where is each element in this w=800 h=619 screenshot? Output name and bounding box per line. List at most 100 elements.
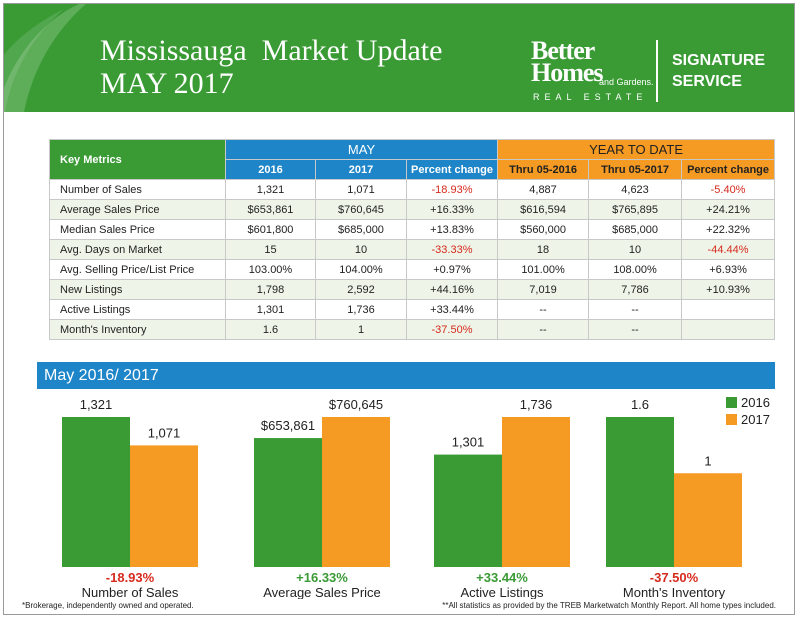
table-row: Avg. Selling Price/List Price 103.00% 10… (49, 259, 776, 280)
table-cell: +22.32% (681, 219, 776, 240)
signature-line-1: SIGNATURE (672, 52, 766, 69)
corner-label: Key Metrics (49, 139, 226, 180)
metric-label: Month's Inventory (49, 319, 226, 340)
brand-real-estate: REAL ESTATE (533, 92, 648, 102)
table-row: Active Listings 1,301 1,736 +33.44% -- -… (49, 299, 776, 320)
group-ytd: YEAR TO DATE (497, 139, 776, 160)
table-cell: 1,301 (225, 299, 316, 320)
bar-value-label: 1.6 (631, 397, 649, 412)
bar-2017 (322, 417, 390, 567)
infographic: Mississauga Market Update MAY 2017 Better… (3, 3, 795, 615)
column-header: Thru 05-2017 (588, 159, 683, 180)
bar-value-label: 1 (704, 453, 711, 468)
chart-banner: May 2016/ 2017 (37, 362, 775, 389)
table-row: Number of Sales 1,321 1,071 -18.93% 4,88… (49, 179, 776, 200)
table-cell: +13.83% (405, 219, 499, 240)
table-cell: 7,019 (497, 279, 590, 300)
table-cell: $685,000 (588, 219, 683, 240)
table-cell: +10.93% (681, 279, 776, 300)
brand-subline: and Gardens. (599, 77, 654, 87)
table-cell: +24.21% (681, 199, 776, 220)
table-row: New Listings 1,798 2,592 +44.16% 7,019 7… (49, 279, 776, 300)
bar-2016 (62, 417, 130, 567)
table-cell: 108.00% (588, 259, 683, 280)
table-cell: 104.00% (315, 259, 407, 280)
bar-value-label: 1,321 (80, 397, 113, 412)
bar-2016 (606, 417, 674, 567)
legend-label: 2016 (741, 395, 770, 410)
table-cell: $760,645 (315, 199, 407, 220)
category-label: Active Listings (460, 585, 544, 599)
footnote-right: **All statistics as provided by the TREB… (442, 601, 776, 610)
legend-label: 2017 (741, 412, 770, 427)
metric-label: Median Sales Price (49, 219, 226, 240)
table-cell: $560,000 (497, 219, 590, 240)
table-cell: -- (497, 319, 590, 340)
table-cell: $601,800 (225, 219, 316, 240)
brand-line-2: Homes (531, 58, 604, 87)
table-cell: 2,592 (315, 279, 407, 300)
category-label: Average Sales Price (263, 585, 381, 599)
key-metrics-table: Key Metrics MAY YEAR TO DATE 2016 2017 P… (49, 139, 776, 340)
table-cell: 15 (225, 239, 316, 260)
bar-chart: 1,321 1,071 -18.93%Number of Sales $653,861… (62, 395, 770, 599)
bar-value-label: $760,645 (329, 397, 383, 412)
table-row: Average Sales Price $653,861 $760,645 +1… (49, 199, 776, 220)
table-cell: $765,895 (588, 199, 683, 220)
table-cell: 103.00% (225, 259, 316, 280)
percent-change-label: -37.50% (650, 570, 699, 585)
legend-swatch (726, 397, 737, 408)
category-label: Number of Sales (82, 585, 179, 599)
table-row: Median Sales Price $601,800 $685,000 +13… (49, 219, 776, 240)
signature-service: SIGNATURE SERVICE (672, 50, 765, 92)
table-cell: 1,321 (225, 179, 316, 200)
percent-change-label: +16.33% (296, 570, 348, 585)
metric-label: Active Listings (49, 299, 226, 320)
table-cell: -- (497, 299, 590, 320)
table-cell: -44.44% (681, 239, 776, 260)
table-cell: 1,798 (225, 279, 316, 300)
bar-2017 (674, 473, 742, 567)
legend-swatch (726, 414, 737, 425)
table-cell: 1,071 (315, 179, 407, 200)
column-header: 2016 (225, 159, 316, 180)
column-header: Percent change (681, 159, 776, 180)
table-cell: -33.33% (405, 239, 499, 260)
table-cell: 18 (497, 239, 590, 260)
table-cell: 10 (588, 239, 683, 260)
table-cell: -- (588, 319, 683, 340)
table-row: Month's Inventory 1.6 1 -37.50% -- -- (49, 319, 776, 340)
signature-line-2: SERVICE (672, 73, 742, 90)
page-title: Mississauga Market Update MAY 2017 (100, 34, 442, 100)
bar-value-label: 1,071 (148, 425, 181, 440)
group-may: MAY (224, 139, 499, 160)
header-banner: Mississauga Market Update MAY 2017 Better… (4, 4, 794, 112)
column-header: Thru 05-2016 (497, 159, 590, 180)
table-cell: -- (588, 299, 683, 320)
metric-label: Average Sales Price (49, 199, 226, 220)
bar-2016 (254, 438, 322, 567)
metric-label: Number of Sales (49, 179, 226, 200)
table-cell: -18.93% (405, 179, 499, 200)
table-cell: +44.16% (405, 279, 499, 300)
table-cell: 1,736 (315, 299, 407, 320)
table-cell: 1.6 (225, 319, 316, 340)
table-cell (681, 299, 776, 320)
table-cell: 4,887 (497, 179, 590, 200)
table-row: Avg. Days on Market 15 10 -33.33% 18 10 … (49, 239, 776, 260)
column-header: 2017 (315, 159, 407, 180)
column-header: Percent change (405, 159, 499, 180)
bar-value-label: 1,736 (520, 397, 553, 412)
table-cell: +0.97% (405, 259, 499, 280)
table-cell: +6.93% (681, 259, 776, 280)
title-line-1: Mississauga Market Update (100, 34, 443, 67)
table-cell: -37.50% (405, 319, 499, 340)
metric-label: Avg. Selling Price/List Price (49, 259, 226, 280)
table-cell: $616,594 (497, 199, 590, 220)
table-cell: +16.33% (405, 199, 499, 220)
title-line-2: MAY 2017 (100, 67, 234, 100)
bar-2017 (502, 417, 570, 567)
bar-2016 (434, 454, 502, 567)
footnote-left: *Brokerage, independently owned and oper… (22, 601, 194, 610)
percent-change-label: -18.93% (106, 570, 155, 585)
